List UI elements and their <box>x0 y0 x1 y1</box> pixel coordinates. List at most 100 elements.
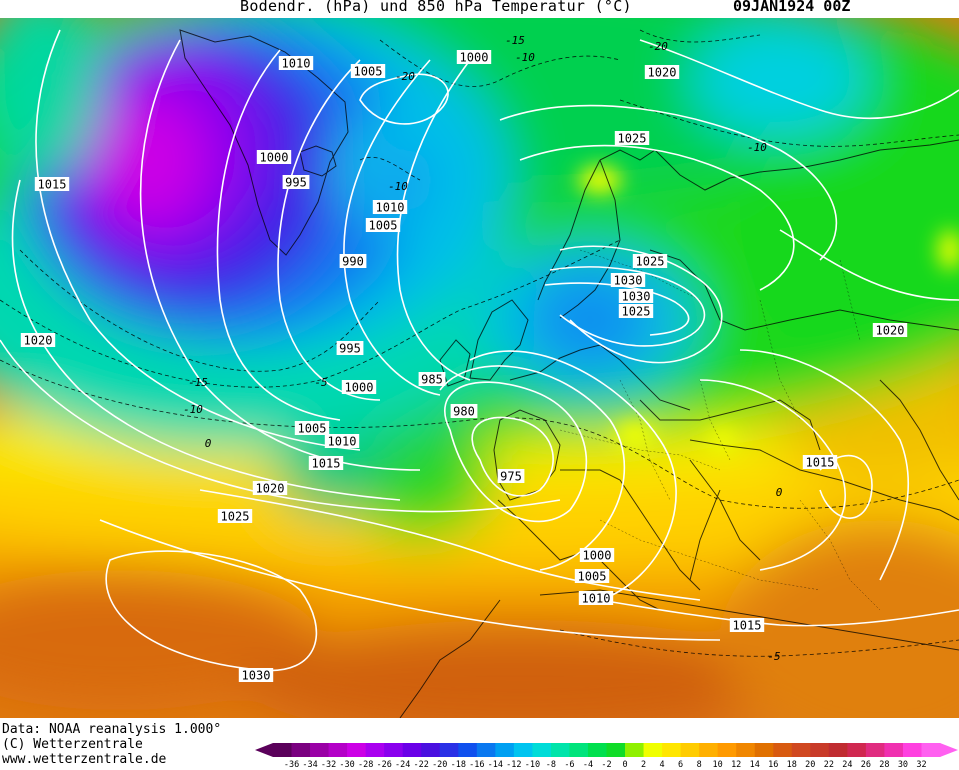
colorbar-tick-label: 22 <box>824 760 834 768</box>
colorbar-swatch <box>865 743 885 757</box>
isobar-label-bg <box>632 254 668 268</box>
colorbar-tick-label: -30 <box>339 760 354 768</box>
isobar-label: 995 <box>285 176 307 190</box>
isobar-label-bg <box>282 175 310 189</box>
colorbar-tick-label: 0 <box>622 760 627 768</box>
isobar-label: 975 <box>500 470 522 484</box>
isobar-label-bg <box>802 455 838 469</box>
colorbar-tick-label: -14 <box>488 760 503 768</box>
colorbar-swatch <box>365 743 385 757</box>
isobar-label-bg <box>456 50 492 64</box>
isobar-label-bg <box>610 273 646 287</box>
colorbar-swatch <box>810 743 830 757</box>
colorbar-tick-label: 10 <box>713 760 723 768</box>
colorbar-right-arrow <box>940 743 958 757</box>
colorbar-tick-label: -34 <box>302 760 317 768</box>
isobar-label: 995 <box>339 342 361 356</box>
isobar-label: 1020 <box>876 324 905 338</box>
weather-map: 1010 1005 1000 1020 1025 1000 995 1010 1005 990 10… <box>0 18 959 718</box>
temperature-field <box>0 18 959 718</box>
colorbar-tick-label: 2 <box>641 760 646 768</box>
colorbar-swatch <box>791 743 811 757</box>
data-credit: Data: NOAA reanalysis 1.000° <box>2 722 222 737</box>
colorbar-swatch <box>902 743 922 757</box>
colorbar-swatch <box>476 743 496 757</box>
borders <box>559 249 881 611</box>
colorbar-swatch <box>291 743 311 757</box>
isobar-label: 1030 <box>242 669 271 683</box>
isobar-label: 1005 <box>298 422 327 436</box>
isobar-label: 1030 <box>622 290 651 304</box>
isobar-label: 1015 <box>38 178 67 192</box>
copyright-credit: (C) Wetterzentrale <box>2 737 143 752</box>
isobar-label: 1030 <box>614 274 643 288</box>
colorbar-tick-label: -6 <box>564 760 574 768</box>
isobar-label: 1015 <box>733 619 762 633</box>
isotherm-label: -15 <box>505 34 525 47</box>
colorbar-swatch <box>884 743 904 757</box>
website-credit: www.wetterzentrale.de <box>2 752 167 767</box>
isobar-label-bg <box>217 509 253 523</box>
colorbar-swatch <box>569 743 589 757</box>
chart-title: Bodendr. (hPa) und 850 hPa Temperatur (°… <box>240 0 632 15</box>
isobar-label-bg <box>729 618 765 632</box>
isobar-label-bg <box>278 56 314 70</box>
isotherm-label: -20 <box>395 70 415 83</box>
isobar-label: 990 <box>342 255 364 269</box>
colorbar-swatch <box>458 743 478 757</box>
colorbar-tick-label: -16 <box>469 760 484 768</box>
colorbar-tick-label: 18 <box>787 760 797 768</box>
isobar-label-bg <box>418 372 446 386</box>
colorbar-tick-label: -10 <box>525 760 540 768</box>
isobar-label-bg <box>341 380 377 394</box>
isobar-label-bg <box>365 218 401 232</box>
isobar-label-bg <box>308 456 344 470</box>
colorbar-swatch <box>643 743 663 757</box>
isobar-label-bg <box>574 569 610 583</box>
isobar-label-bg <box>618 289 654 303</box>
isobar-label-bg <box>579 548 615 562</box>
pressure-label-layer: 1010 1005 1000 1020 1025 1000 995 1010 1005 990 10… <box>20 50 908 683</box>
colorbar-swatch <box>828 743 848 757</box>
colorbar-swatch <box>754 743 774 757</box>
colorbar-swatch <box>421 743 441 757</box>
date-stamp: 09JAN1924 00Z <box>733 0 851 15</box>
colorbar-swatch <box>736 743 756 757</box>
colorbar-swatch <box>439 743 459 757</box>
colorbar-tick-label: -22 <box>414 760 429 768</box>
isotherm-label: -10 <box>183 403 203 416</box>
colorbar-tick-label: -8 <box>546 760 556 768</box>
isobar-label-bg <box>497 469 525 483</box>
colorbar-tick-label: -20 <box>432 760 447 768</box>
isobar-label: 1010 <box>282 57 311 71</box>
colorbar-tick-label: -32 <box>321 760 336 768</box>
isotherm-label: -10 <box>515 51 535 64</box>
isobar-label-bg <box>618 304 654 318</box>
colorbar-tick-label: 24 <box>842 760 852 768</box>
colorbar-tick-label: 12 <box>731 760 741 768</box>
colorbar-tick-label: 14 <box>750 760 760 768</box>
isobar-label: 1000 <box>583 549 612 563</box>
temperature-isotherms <box>0 29 959 657</box>
isobar-label: 1000 <box>460 51 489 65</box>
isobar-label: 1025 <box>636 255 665 269</box>
isobar-label: 1005 <box>578 570 607 584</box>
colorbar-tick-label: 28 <box>879 760 889 768</box>
colorbar-swatch <box>310 743 329 757</box>
isotherm-label: -10 <box>388 180 408 193</box>
isotherm-label: -20 <box>648 40 668 53</box>
isobar-label-bg <box>294 421 330 435</box>
isobar-label-bg <box>336 341 364 355</box>
pressure-isobars <box>0 29 959 672</box>
colorbar-swatch <box>680 743 700 757</box>
isobar-label: 1005 <box>354 65 383 79</box>
colorbar-swatch <box>347 743 367 757</box>
colorbar-swatch <box>606 743 626 757</box>
colorbar-swatch <box>717 743 737 757</box>
colorbar-tick-label: 32 <box>916 760 926 768</box>
colorbar-tick-label: -28 <box>358 760 373 768</box>
colorbar-swatch <box>847 743 867 757</box>
isotherm-label: -15 <box>188 376 208 389</box>
isobar-label: 1020 <box>648 66 677 80</box>
isobar-label: 1010 <box>376 201 405 215</box>
